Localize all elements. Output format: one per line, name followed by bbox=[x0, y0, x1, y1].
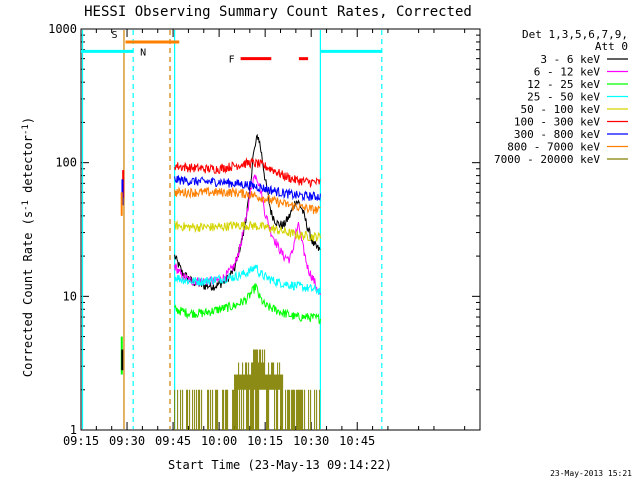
y-axis-label: Corrected Count Rate (s-1 detector-1) bbox=[21, 117, 35, 377]
y-axis-label-part: ) bbox=[21, 117, 35, 124]
y-axis-label-part: Corrected Count Rate (s bbox=[21, 211, 35, 377]
x-tick-label: 09:30 bbox=[109, 434, 145, 448]
x-tick-label: 10:15 bbox=[247, 434, 283, 448]
x-tick-label: 10:30 bbox=[293, 434, 329, 448]
y-tick-label: 10 bbox=[63, 289, 77, 303]
noise-series bbox=[174, 349, 321, 430]
footer-timestamp: 23-May-2013 15:21 bbox=[550, 469, 632, 478]
series-line bbox=[174, 186, 321, 215]
series-line bbox=[174, 220, 321, 242]
flare-label: F bbox=[229, 55, 235, 66]
x-axis-label: Start Time (23-May-13 09:14:22) bbox=[168, 458, 392, 472]
legend-label: 25 - 50 keV bbox=[527, 91, 600, 104]
night-label: N bbox=[140, 47, 146, 58]
x-tick-label: 10:00 bbox=[201, 434, 237, 448]
chart-title: HESSI Observing Summary Count Rates, Cor… bbox=[84, 4, 472, 20]
y-tick-label: 1 bbox=[70, 423, 77, 437]
x-tick-label: 09:15 bbox=[63, 434, 99, 448]
y-axis-label-exponent: -1 bbox=[21, 200, 31, 211]
legend-header-line-2: Att 0 bbox=[595, 40, 628, 53]
y-tick-label: 1000 bbox=[48, 22, 77, 36]
legend-label: 3 - 6 keV bbox=[540, 53, 600, 66]
legend-label: 300 - 800 keV bbox=[514, 128, 600, 141]
legend-label: 12 - 25 keV bbox=[527, 78, 600, 91]
legend-header-line-1: Det 1,3,5,6,7,9, bbox=[522, 28, 628, 41]
saa-label: S bbox=[111, 30, 117, 41]
y-tick-label: 100 bbox=[55, 156, 77, 170]
y-axis-label-part: detector bbox=[21, 135, 35, 200]
x-tick-label: 10:45 bbox=[339, 434, 375, 448]
legend-label: 50 - 100 keV bbox=[521, 103, 601, 116]
x-tick-label: 09:45 bbox=[155, 434, 191, 448]
legend-label: 800 - 7000 keV bbox=[507, 141, 600, 154]
series-line bbox=[174, 157, 321, 189]
legend-label: 100 - 300 keV bbox=[514, 116, 600, 129]
series-line bbox=[174, 175, 321, 202]
series-line bbox=[174, 264, 321, 295]
plot-layer: 09:15 09:30 09:45 10:00 10:15 10:30 10:45 1 10 10… bbox=[48, 22, 481, 448]
series-line bbox=[174, 282, 321, 325]
y-axis-label-exponent: -1 bbox=[21, 124, 31, 135]
legend-label: 7000 - 20000 keV bbox=[494, 153, 600, 166]
series-line bbox=[174, 133, 321, 291]
legend-label: 6 - 12 keV bbox=[534, 66, 601, 79]
